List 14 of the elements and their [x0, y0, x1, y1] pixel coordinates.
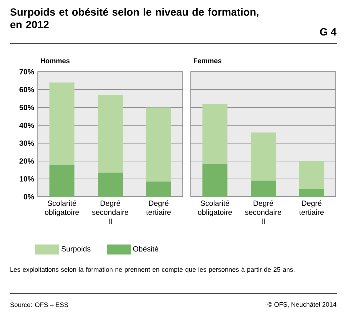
bar [299, 188, 324, 197]
bar [146, 108, 172, 182]
bar [299, 161, 324, 189]
bar [98, 172, 123, 197]
bar [250, 180, 276, 197]
bar [98, 95, 123, 173]
bar [50, 82, 75, 165]
text: G 4 [320, 28, 337, 36]
bar [250, 132, 276, 181]
text: Surpoids et obésité selon le niveau de formation, en 2012 [10, 8, 259, 28]
bar [50, 164, 75, 197]
bar [202, 164, 228, 197]
bar [202, 104, 228, 164]
bar [146, 182, 172, 197]
